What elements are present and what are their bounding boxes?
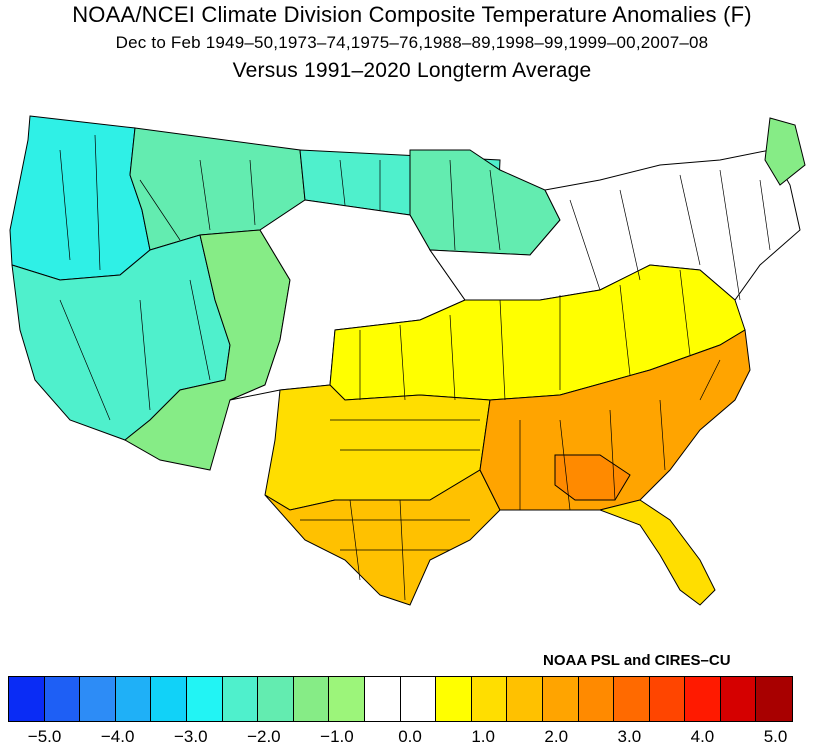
region-pacific-northwest — [9, 115, 151, 281]
region-florida — [598, 499, 716, 606]
colorbar-swatch — [222, 677, 259, 721]
colorbar-swatch — [400, 677, 437, 721]
map-title: NOAA/NCEI Climate Division Composite Tem… — [72, 2, 752, 27]
colorbar-swatch — [151, 677, 187, 721]
colorbar-swatch — [756, 677, 793, 721]
colorbar-swatch — [258, 677, 294, 721]
colorbar-tick-label: 5.0 — [763, 727, 788, 746]
colorbar-tick-label: 2.0 — [544, 727, 569, 746]
us-climate-division-map — [9, 115, 806, 606]
colorbar-swatch — [436, 677, 472, 721]
colorbar-swatch — [578, 677, 615, 721]
colorbar-tick-label: 3.0 — [617, 727, 642, 746]
colorbar-swatch — [720, 677, 757, 721]
region-southeast — [479, 329, 751, 511]
colorbar-tick-label: −4.0 — [100, 727, 135, 746]
colorbar-swatch — [685, 677, 721, 721]
colorbar-tick-label: −5.0 — [27, 727, 62, 746]
colorbar-swatch — [44, 677, 81, 721]
colorbar-tick-label: 0.0 — [398, 727, 422, 746]
region-texas-coast — [264, 469, 501, 606]
colorbar-swatch — [293, 677, 330, 721]
colorbar-swatch — [542, 677, 579, 721]
colorbar-tick-label: −2.0 — [247, 727, 281, 746]
colorbar-swatch — [186, 677, 223, 721]
colorbar-swatch — [507, 677, 543, 721]
map-subtitle-baseline: Versus 1991–2020 Longterm Average — [232, 59, 592, 82]
colorbar-swatch — [329, 677, 365, 721]
colorbar-swatch — [471, 677, 508, 721]
map-subtitle-period: Dec to Feb 1949–50,1973–74,1975–76,1988–… — [115, 33, 709, 52]
colorbar-swatch — [80, 677, 116, 721]
colorbar-tick-label: −3.0 — [173, 727, 208, 746]
region-upper-midwest — [409, 149, 561, 256]
colorbar-swatch — [9, 677, 45, 721]
colorbar — [8, 676, 794, 722]
colorbar-swatch — [614, 677, 650, 721]
colorbar-swatch — [115, 677, 152, 721]
colorbar-tick-label: 1.0 — [471, 727, 495, 746]
colorbar-swatch — [649, 677, 686, 721]
colorbar-tick-label: 4.0 — [690, 727, 715, 746]
division-boundaries — [59, 134, 771, 601]
colorbar-tick-label: −1.0 — [320, 727, 354, 746]
data-credit: NOAA PSL and CIRES–CU — [543, 652, 731, 669]
region-maine — [764, 117, 806, 186]
colorbar-swatch — [364, 677, 401, 721]
